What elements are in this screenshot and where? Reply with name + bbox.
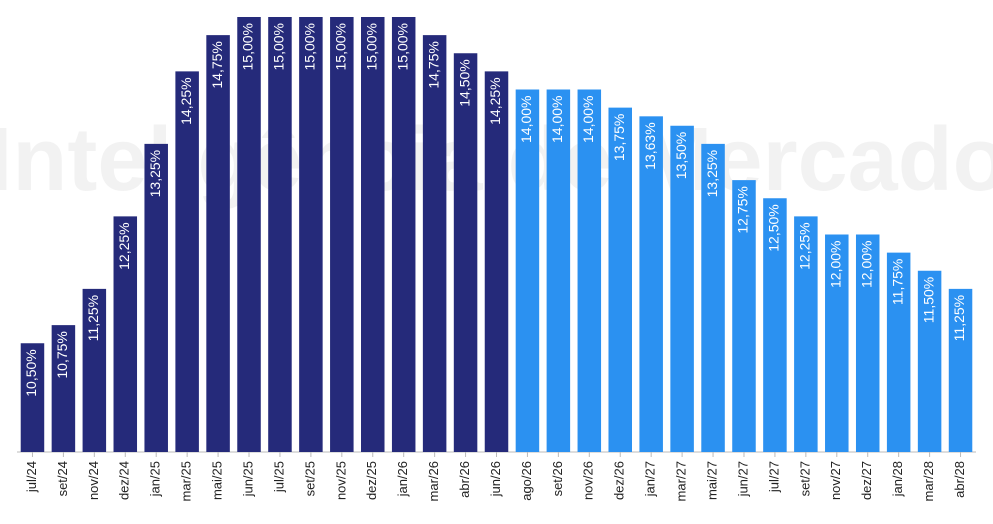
bar bbox=[484, 71, 509, 452]
data-label: 13,50% bbox=[673, 132, 689, 179]
data-label: 15,00% bbox=[302, 23, 318, 70]
x-tick-label: abr/28 bbox=[952, 461, 967, 498]
x-tick-label: jul/25 bbox=[271, 461, 286, 493]
x-tick-label: jun/25 bbox=[240, 461, 255, 497]
data-label: 12,25% bbox=[116, 222, 132, 269]
bar bbox=[886, 252, 911, 452]
data-label: 14,25% bbox=[178, 77, 194, 124]
data-label: 10,50% bbox=[23, 349, 39, 396]
bar bbox=[670, 125, 694, 452]
bar bbox=[330, 17, 354, 452]
data-label: 12,00% bbox=[858, 241, 874, 288]
x-tick-label: set/25 bbox=[302, 461, 317, 496]
x-tick-label: jul/24 bbox=[24, 461, 39, 493]
bar bbox=[422, 35, 447, 452]
x-tick-label: nov/26 bbox=[581, 461, 596, 500]
x-tick-label: jan/25 bbox=[148, 461, 163, 497]
x-tick-label: mar/26 bbox=[426, 461, 441, 501]
data-label: 13,25% bbox=[704, 150, 720, 197]
bar bbox=[391, 17, 416, 452]
x-tick-label: ago/26 bbox=[519, 461, 534, 501]
bar bbox=[701, 143, 725, 452]
bar bbox=[577, 89, 602, 452]
bar bbox=[763, 198, 787, 452]
x-tick-label: mar/27 bbox=[674, 461, 689, 501]
bar bbox=[825, 234, 849, 452]
x-tick-label: abr/26 bbox=[457, 461, 472, 498]
data-label: 13,75% bbox=[611, 114, 627, 161]
bar bbox=[948, 288, 973, 452]
bar bbox=[732, 180, 756, 452]
data-label: 14,75% bbox=[209, 41, 225, 88]
data-label: 15,00% bbox=[333, 23, 349, 70]
data-label: 12,25% bbox=[797, 222, 813, 269]
data-label: 13,25% bbox=[147, 150, 163, 197]
x-tick-label: mar/28 bbox=[921, 461, 936, 501]
bar bbox=[82, 288, 107, 452]
data-label: 10,75% bbox=[54, 331, 70, 378]
data-label: 14,00% bbox=[518, 96, 534, 143]
data-label: 14,00% bbox=[549, 96, 565, 143]
data-label: 14,75% bbox=[425, 41, 441, 88]
x-tick-label: nov/24 bbox=[86, 461, 101, 500]
x-tick-label: jul/27 bbox=[766, 461, 781, 493]
bar bbox=[639, 116, 663, 452]
data-label: 12,75% bbox=[735, 186, 751, 233]
x-tick-label: set/27 bbox=[797, 461, 812, 496]
x-tick-label: jun/27 bbox=[735, 461, 750, 497]
data-label: 15,00% bbox=[363, 23, 379, 70]
x-tick-label: set/26 bbox=[550, 461, 565, 496]
bar bbox=[20, 343, 45, 452]
x-tick-label: dez/26 bbox=[612, 461, 627, 500]
data-label: 14,25% bbox=[487, 77, 503, 124]
bar bbox=[794, 216, 818, 452]
x-tick-label: jan/28 bbox=[890, 461, 905, 497]
data-label: 13,63% bbox=[642, 122, 658, 169]
data-label: 11,25% bbox=[85, 295, 101, 341]
x-tick-label: dez/27 bbox=[859, 461, 874, 500]
bar bbox=[515, 89, 540, 452]
data-label: 15,00% bbox=[240, 23, 256, 70]
bar bbox=[206, 35, 230, 452]
x-tick-label: dez/25 bbox=[364, 461, 379, 500]
x-tick-label: mai/25 bbox=[210, 461, 225, 500]
data-label: 11,75% bbox=[889, 259, 905, 305]
bar bbox=[361, 17, 385, 452]
data-label: 11,50% bbox=[920, 277, 936, 323]
bar bbox=[144, 143, 168, 452]
x-tick-label: jan/26 bbox=[395, 461, 410, 497]
bar bbox=[175, 71, 199, 452]
bar bbox=[917, 270, 942, 452]
data-label: 11,25% bbox=[951, 295, 967, 341]
bar bbox=[608, 107, 632, 452]
x-tick-label: jan/27 bbox=[643, 461, 658, 497]
bar bbox=[855, 234, 880, 452]
bar bbox=[113, 216, 138, 452]
x-tick-label: nov/27 bbox=[828, 461, 843, 500]
bar bbox=[453, 53, 478, 452]
bar bbox=[51, 325, 76, 452]
data-label: 12,00% bbox=[827, 241, 843, 288]
x-tick-label: jun/26 bbox=[488, 461, 503, 497]
x-tick-label: set/24 bbox=[55, 461, 70, 496]
data-label: 14,50% bbox=[456, 59, 472, 106]
bar bbox=[237, 17, 261, 452]
data-label: 12,50% bbox=[766, 204, 782, 251]
x-tick-label: nov/25 bbox=[333, 461, 348, 500]
x-tick-label: dez/24 bbox=[117, 461, 132, 500]
x-tick-label: mar/25 bbox=[179, 461, 194, 501]
data-label: 15,00% bbox=[271, 23, 287, 70]
bar bbox=[546, 89, 571, 452]
data-label: 15,00% bbox=[394, 23, 410, 70]
x-tick-label: mai/27 bbox=[704, 461, 719, 500]
data-label: 14,00% bbox=[580, 96, 596, 143]
bar bbox=[299, 17, 323, 452]
bar bbox=[268, 17, 292, 452]
